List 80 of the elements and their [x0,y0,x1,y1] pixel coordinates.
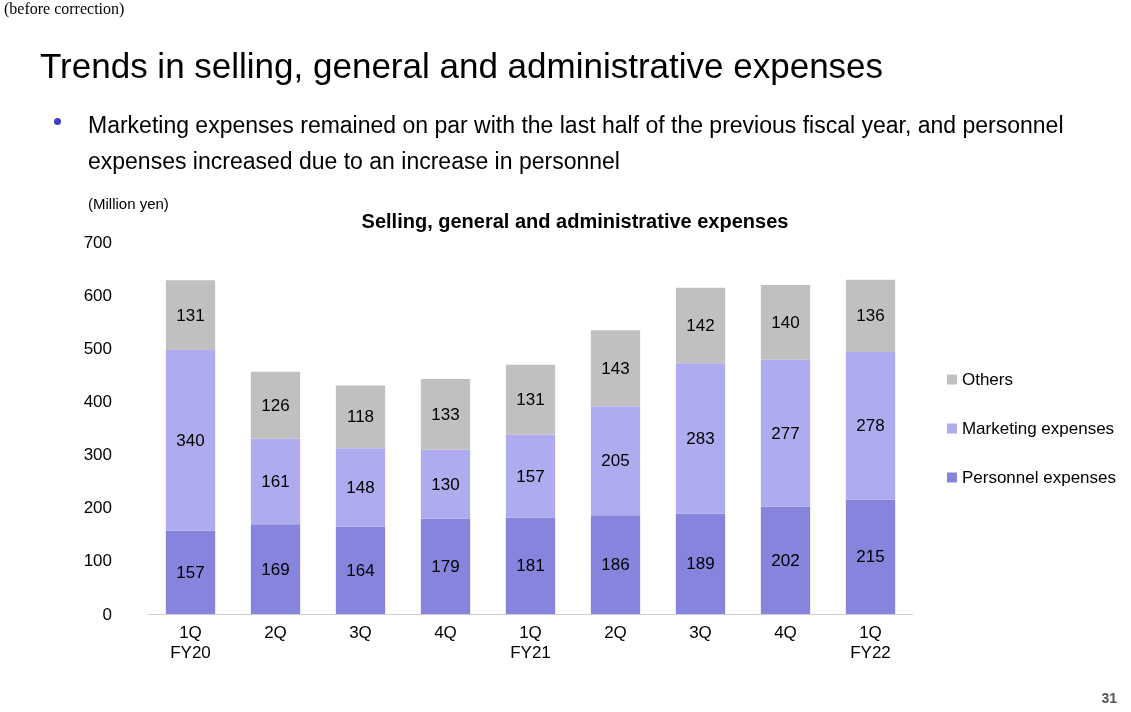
x-tick-label: 1Q FY20 [170,622,211,662]
bar [250,371,301,439]
bar [165,349,216,531]
y-tick-label: 0 [102,604,112,624]
bar [590,330,641,407]
data-label: 118 [346,407,375,427]
bar [845,279,896,353]
bar [420,379,471,450]
x-tick-label: 1Q FY22 [850,622,891,662]
x-tick-label: 2Q [264,622,287,642]
y-tick-label: 400 [83,391,112,411]
bar [760,359,811,507]
y-tick-label: 100 [83,551,112,571]
y-tick-label: 200 [83,498,112,518]
data-label: 157 [516,466,545,486]
y-tick-label: 500 [83,338,112,358]
bar [420,449,471,519]
data-label: 131 [516,390,545,410]
data-label: 126 [261,395,290,415]
bar [335,385,386,449]
bar [505,364,556,435]
y-tick-label: 300 [83,445,112,465]
y-tick-label: 600 [83,285,112,305]
data-label: 161 [261,471,290,491]
chart-subtitle: Marketing expenses remained on par with the last half of the previous fiscal year, and personnel expenses increased due to an increase in personnel [88,111,1065,176]
legend-label: Personnel expenses [961,468,1116,487]
data-label: 130 [431,474,460,494]
bar [675,513,726,614]
text: (before correction) [4,0,125,18]
bar [760,506,811,614]
bar [250,524,301,614]
bar [590,515,641,614]
bar [845,352,896,500]
legend-label: Others [961,370,1013,389]
bar [590,406,641,516]
x-tick-label: 2Q [604,622,627,642]
data-label: 215 [856,547,885,567]
x-tick-label: 3Q [349,622,372,642]
y-axis-title: (Million yen) [88,195,169,212]
bar [335,448,386,527]
bar [165,280,216,350]
bar [505,517,556,614]
data-label: 205 [601,451,630,471]
data-label: 142 [686,315,715,335]
bar [250,438,301,525]
data-label: 186 [601,555,630,575]
bar [675,363,726,514]
data-label: 181 [516,556,545,576]
data-label: 169 [261,559,290,579]
data-label: 278 [856,416,885,436]
data-label: 179 [431,556,460,576]
data-label: 340 [176,430,205,450]
chart-title: Trends in selling, general and administrative expenses [40,46,884,86]
x-tick-label: 4Q [434,622,457,642]
bar [420,518,471,614]
data-label: 131 [176,305,205,325]
legend-label: Marketing expenses [961,419,1115,438]
data-label: 164 [346,560,375,580]
data-label: 189 [686,554,715,574]
data-label: 157 [176,562,205,582]
data-label: 283 [686,428,715,448]
data-label: 133 [431,404,460,424]
data-label: 136 [856,306,885,326]
y-tick-label: 700 [83,232,112,252]
data-label: 277 [771,423,800,443]
bar [335,526,386,614]
data-label: 143 [601,358,630,378]
bar [675,287,726,364]
x-tick-label: 3Q [689,622,712,642]
data-label: 140 [771,312,800,332]
x-tick-label: 1Q FY21 [510,622,551,662]
data-label: 202 [771,550,800,570]
text: 31 [1101,690,1117,706]
bar [165,530,216,614]
x-tick-label: 4Q [774,622,797,642]
bar [505,434,556,518]
text: Selling, general and administrative expenses [361,210,789,232]
bar [845,499,896,614]
data-label: 148 [346,478,375,498]
bar [760,285,811,360]
